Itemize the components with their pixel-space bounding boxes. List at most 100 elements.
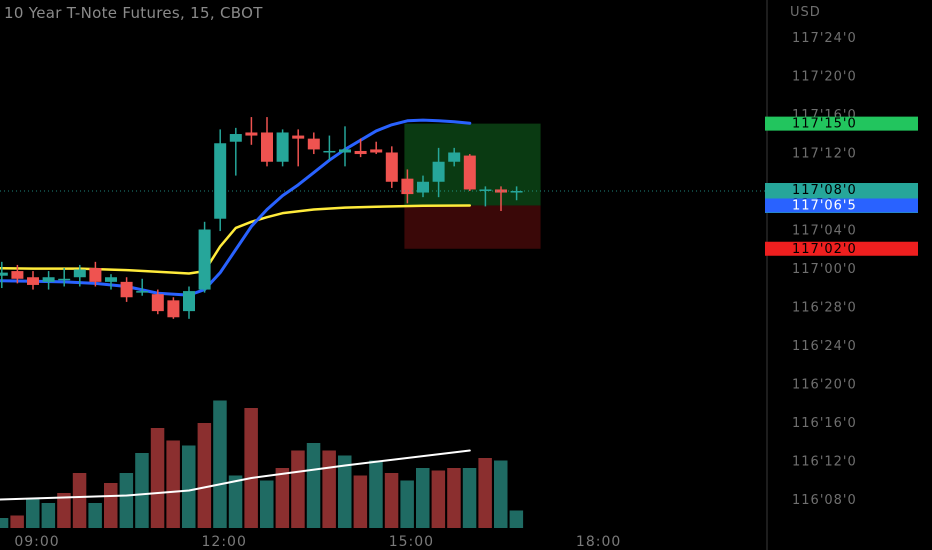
candle-body: [11, 271, 24, 279]
volume-bar: [26, 498, 40, 528]
candle-body: [73, 269, 86, 278]
candle-body: [198, 229, 211, 290]
slow-ma-line: [0, 204, 472, 275]
loss-zone: [404, 205, 541, 249]
candle-body: [151, 294, 164, 312]
volume-bar: [494, 460, 508, 528]
volume-bar: [478, 458, 492, 528]
candle-body: [261, 132, 273, 162]
time-tick-label: 09:00: [14, 534, 59, 550]
volume-bar: [41, 503, 56, 528]
stop-loss-tag-label: 117'02'0: [792, 242, 857, 257]
price-tick-label: 117'24'0: [792, 31, 857, 46]
volume-bar: [447, 468, 461, 528]
volume-bar: [57, 493, 71, 528]
volume-bar: [462, 468, 477, 528]
volume-bar: [10, 515, 24, 528]
volume-bar: [306, 443, 321, 528]
volume-bar: [213, 400, 227, 528]
volume-bar: [275, 468, 290, 528]
price-tick-label: 116'12'0: [792, 455, 857, 470]
take-profit-tag-label: 117'15'0: [792, 117, 857, 132]
volume-bar: [88, 503, 102, 528]
stop-loss-tag: [765, 241, 918, 256]
candle-body: [89, 268, 102, 282]
volume-bars: [0, 400, 524, 528]
candle-body: [354, 150, 367, 155]
candle-body: [370, 149, 383, 153]
candle-body: [432, 161, 445, 182]
candle-body: [339, 149, 351, 153]
candle-body: [0, 272, 8, 276]
candle-body: [245, 132, 258, 136]
candle-body: [105, 277, 117, 282]
volume-bar: [416, 468, 430, 528]
volume-bar: [322, 450, 336, 528]
volume-bar: [119, 473, 134, 528]
candle-body: [323, 150, 336, 153]
volume-bar: [338, 455, 352, 528]
price-tick-label: 117'00'0: [792, 262, 857, 277]
candle-body: [448, 152, 461, 162]
volume-bar: [104, 483, 118, 528]
last-price-tag-label: 117'08'0: [792, 183, 857, 198]
candle-body: [463, 155, 476, 190]
price-tick-label: 117'12'0: [792, 147, 857, 162]
price-tick-label: 116'16'0: [792, 416, 857, 431]
take-profit-tag: [765, 116, 918, 131]
candle-body: [417, 181, 429, 193]
volume-bar: [135, 453, 149, 528]
time-tick-label: 15:00: [389, 534, 434, 550]
candle-body: [401, 178, 414, 195]
candle-body: [276, 132, 289, 162]
volume-bar: [291, 450, 305, 528]
price-tick-label: 116'24'0: [792, 339, 857, 354]
volume-bar: [260, 480, 274, 528]
volume-bar: [182, 445, 196, 528]
volume-bar: [431, 470, 446, 528]
time-tick-label: 12:00: [202, 534, 247, 550]
volume-bar: [384, 473, 399, 528]
volume-ma-line: [0, 449, 471, 501]
candle-body: [229, 134, 242, 142]
currency-label: USD: [790, 5, 821, 20]
volume-bar: [244, 408, 258, 528]
candle-body: [136, 291, 149, 293]
candle-body: [479, 189, 492, 191]
price-tick-label: 116'08'0: [792, 493, 857, 508]
volume-bar: [72, 473, 87, 528]
moving-average-tag: [765, 198, 918, 213]
volume-bar: [353, 475, 368, 528]
volume-bar: [400, 480, 414, 528]
candle-body: [214, 143, 227, 219]
price-tick-label: 117'20'0: [792, 70, 857, 85]
indicator-lines: [0, 118, 472, 501]
time-axis[interactable]: 09:00 12:00 15:00 18:00: [14, 534, 621, 550]
candle-body: [27, 277, 39, 285]
volume-bar: [197, 423, 212, 528]
time-tick-label: 18:00: [576, 534, 621, 550]
candle-body: [307, 138, 320, 150]
volume-bar: [166, 440, 180, 528]
candle-body: [385, 152, 398, 182]
price-axis[interactable]: USD117'24'0117'20'0117'16'0117'12'0117'0…: [0, 0, 857, 550]
volume-bar: [0, 518, 9, 528]
volume-bar: [509, 510, 524, 528]
candle-body: [183, 291, 195, 312]
candle-body: [58, 278, 71, 281]
moving-average-tag-label: 117'06'5: [792, 198, 857, 213]
candle-body: [167, 300, 180, 318]
candle-body: [510, 191, 523, 193]
chart-title: 10 Year T-Note Futures, 15, CBOT: [4, 4, 263, 22]
volume-bar: [228, 475, 243, 528]
candle-body: [120, 281, 133, 298]
candlesticks: [0, 117, 523, 319]
price-tick-label: 116'28'0: [792, 301, 857, 316]
candle-body: [42, 277, 55, 282]
candle-body: [292, 135, 305, 139]
price-tick-label: 116'20'0: [792, 378, 857, 393]
volume-bar: [369, 460, 383, 528]
